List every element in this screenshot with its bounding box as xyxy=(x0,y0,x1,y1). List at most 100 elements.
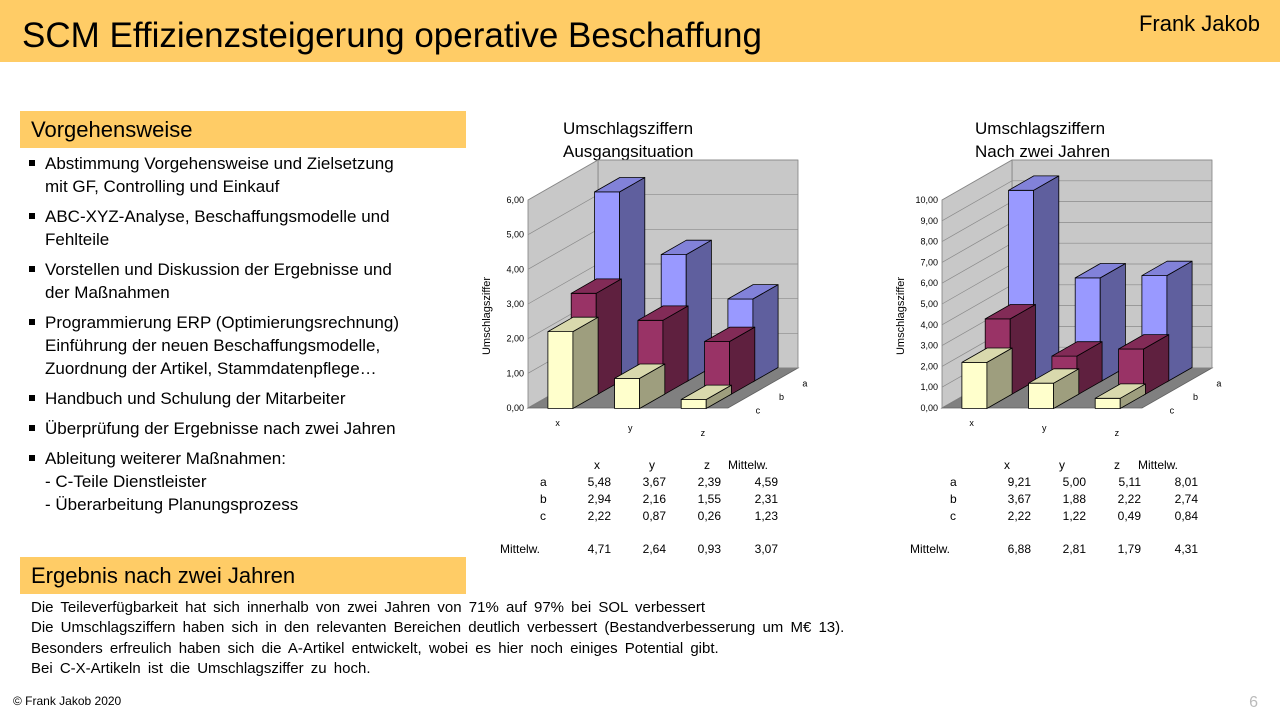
bar-side xyxy=(662,305,689,396)
table-header-cell: x xyxy=(1004,458,1010,472)
approach-heading: Vorgehensweise xyxy=(20,111,466,148)
table-cell: 0,26 xyxy=(697,509,721,523)
table-cell: 0,93 xyxy=(697,542,721,556)
approach-list: Abstimmung Vorgehensweise und Zielsetzun… xyxy=(28,152,458,523)
bar-top xyxy=(1028,368,1080,384)
list-item: ABC-XYZ-Analyse, Beschaffungsmodelle und… xyxy=(28,205,458,251)
list-item: Programmierung ERP (Optimierungsrechnung… xyxy=(28,311,458,380)
series-label: c xyxy=(756,405,761,415)
bar-side xyxy=(1033,175,1060,383)
bar-top xyxy=(984,304,1036,320)
table-cell: 1,23 xyxy=(754,509,778,523)
category-label: x xyxy=(555,418,560,428)
bar-top xyxy=(570,278,622,294)
table-cell: 4,31 xyxy=(1174,542,1198,556)
result-line: Bei C-X-Artikeln ist die Umschlagsziffer… xyxy=(31,659,371,677)
table-cell: 2,16 xyxy=(642,492,666,506)
table-cell: 1,88 xyxy=(1062,492,1086,506)
table-cell: 2,94 xyxy=(587,492,611,506)
y-tick-label: 4,00 xyxy=(506,264,524,274)
table-row-label: b xyxy=(950,492,957,506)
bar-top xyxy=(614,363,666,379)
y-axis-label: Umschlagsziffer xyxy=(895,277,907,355)
table-cell: 2,22 xyxy=(1007,509,1031,523)
table-header-cell: z xyxy=(1114,458,1120,472)
y-tick-label: 0,00 xyxy=(506,403,524,413)
result-text: Die Teileverfügbarkeit hat sich innerhal… xyxy=(31,598,844,679)
chart-title: Umschlagsziffern Nach zwei Jahren xyxy=(975,119,1111,161)
series-label: a xyxy=(802,379,807,389)
bar-front xyxy=(680,399,707,409)
table-row-label: a xyxy=(540,475,547,489)
result-line: Besonders erfreulich haben sich die A-Ar… xyxy=(31,639,719,657)
table-cell: 2,81 xyxy=(1062,542,1086,556)
table-row-label: b xyxy=(540,492,547,506)
bar-c-y xyxy=(1028,368,1080,409)
bar-front xyxy=(1094,397,1121,409)
table-cell: 2,39 xyxy=(697,475,721,489)
y-tick-label: 3,00 xyxy=(506,299,524,309)
table-cell: 1,79 xyxy=(1117,542,1141,556)
category-label: z xyxy=(701,428,706,438)
author-name: Frank Jakob xyxy=(1138,11,1260,36)
table-header-cell: z xyxy=(704,458,710,472)
y-axis-label: Umschlagsziffer xyxy=(481,277,493,355)
gridline xyxy=(941,159,1212,201)
category-label: x xyxy=(969,418,974,428)
chart-title: Umschlagsziffern Ausgangsituation xyxy=(563,119,694,161)
list-item: Vorstellen und Diskussion der Ergebnisse… xyxy=(28,258,458,304)
table-header-cell: Mittelw. xyxy=(728,458,769,472)
bar-top xyxy=(1141,260,1193,276)
bar-top xyxy=(1094,383,1146,399)
table-cell: 2,22 xyxy=(587,509,611,523)
result-heading: Ergebnis nach zwei Jahren xyxy=(20,557,466,594)
list-item: Handbuch und Schulung der Mitarbeiter xyxy=(28,387,458,410)
list-item: Ableitung weiterer Maßnahmen: - C-Teile … xyxy=(28,447,458,516)
gridline xyxy=(527,159,798,201)
table-row-label: Mittelw. xyxy=(910,542,951,556)
header-bar: SCM Effizienzsteigerung operative Bescha… xyxy=(0,0,1280,62)
table-row-label: c xyxy=(540,509,546,523)
y-tick-label: 1,00 xyxy=(920,382,938,392)
bar-top xyxy=(594,177,646,193)
bar-top xyxy=(1008,175,1060,191)
table-cell: 2,22 xyxy=(1117,492,1141,506)
bar-front xyxy=(1028,382,1055,409)
category-label: y xyxy=(628,423,633,433)
list-item: Überprüfung der Ergebnisse nach zwei Jah… xyxy=(28,417,458,440)
list-item: Abstimmung Vorgehensweise und Zielsetzun… xyxy=(28,152,458,198)
table-row-label: c xyxy=(950,509,956,523)
page-title: SCM Effizienzsteigerung operative Bescha… xyxy=(22,16,762,55)
y-tick-label: 10,00 xyxy=(915,195,938,205)
table-header-cell: Mittelw. xyxy=(1138,458,1179,472)
y-tick-label: 3,00 xyxy=(920,341,938,351)
series-label: b xyxy=(779,392,784,402)
bar-c-z xyxy=(680,384,732,409)
table-cell: 1,22 xyxy=(1062,509,1086,523)
table-cell: 0,87 xyxy=(642,509,666,523)
bar-front xyxy=(547,331,574,409)
bar-front xyxy=(961,361,988,409)
bar-c-x xyxy=(961,347,1013,409)
page-number: 6 xyxy=(1249,694,1258,711)
table-cell: 2,31 xyxy=(754,492,778,506)
bar-top xyxy=(547,316,599,333)
table-row-label: a xyxy=(950,475,957,489)
bar-top xyxy=(637,305,689,321)
category-label: y xyxy=(1042,423,1047,433)
series-label: a xyxy=(1216,379,1221,389)
table-cell: 3,67 xyxy=(1007,492,1031,506)
bar-chart-initial: 0,00 1,00 2,00 3,00 4,00 5,00 6,00 Umschlagszif… xyxy=(481,159,807,438)
bar-side xyxy=(1166,260,1193,383)
table-cell: 8,01 xyxy=(1174,475,1198,489)
bar-chart-after: 0,00 1,00 2,00 3,00 4,00 5,00 6,00 7,00 8,00 9,00… xyxy=(895,159,1221,438)
table-cell: 4,59 xyxy=(754,475,778,489)
series-label: c xyxy=(1170,405,1175,415)
table-header-cell: x xyxy=(594,458,600,472)
y-tick-label: 5,00 xyxy=(920,299,938,309)
table-cell: 2,74 xyxy=(1174,492,1198,506)
table-cell: 0,49 xyxy=(1117,509,1141,523)
y-tick-label: 5,00 xyxy=(506,230,524,240)
y-tick-label: 7,00 xyxy=(920,257,938,267)
table-cell: 3,67 xyxy=(642,475,666,489)
